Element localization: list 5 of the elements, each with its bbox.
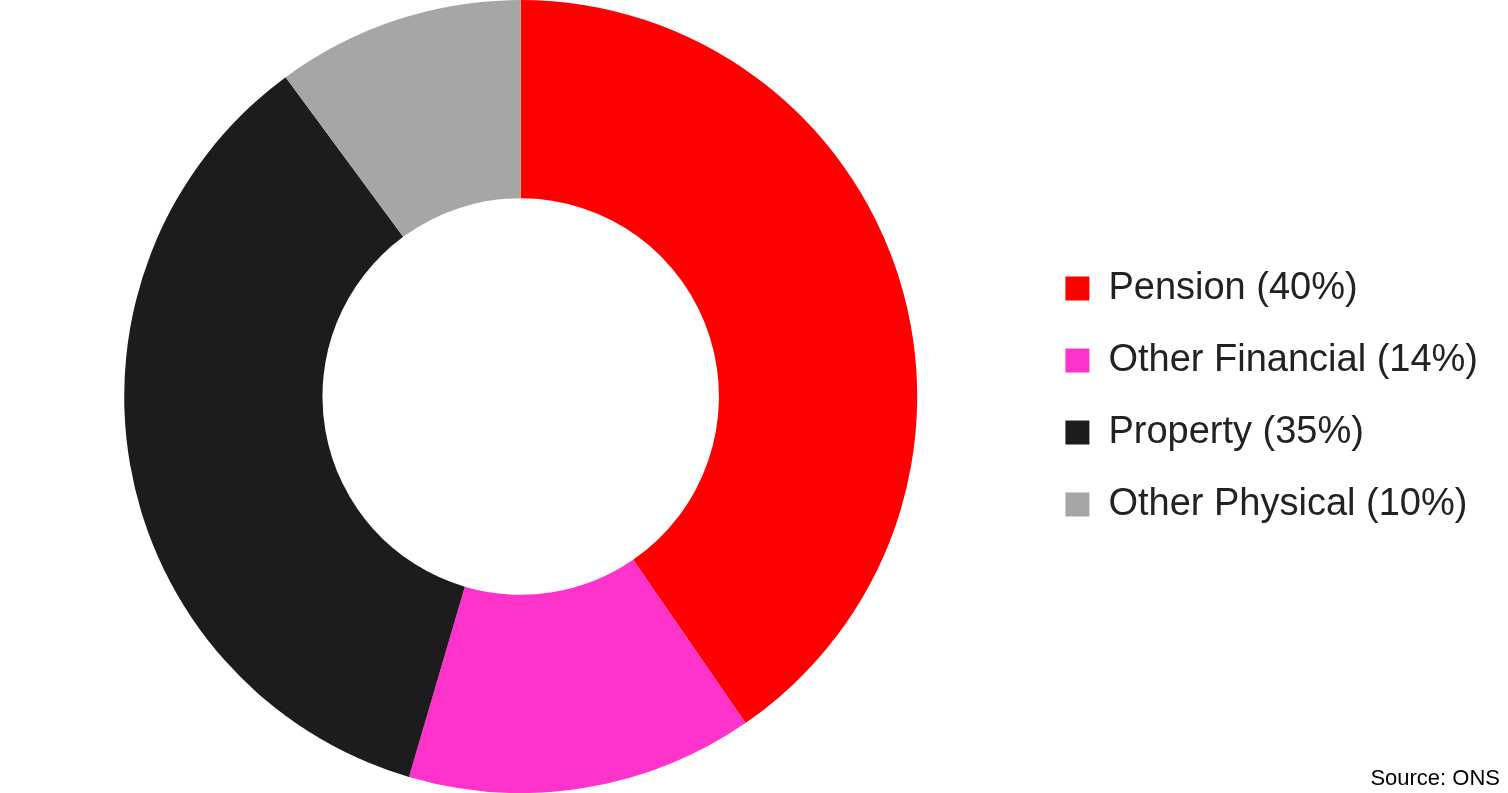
source-note: Source: ONS [1370, 765, 1500, 791]
legend-label: Property (35%) [1108, 408, 1364, 451]
legend-label: Other Physical (10%) [1108, 480, 1468, 523]
legend-label: Pension (40%) [1108, 264, 1358, 307]
legend-label: Other Financial (14%) [1108, 336, 1478, 379]
